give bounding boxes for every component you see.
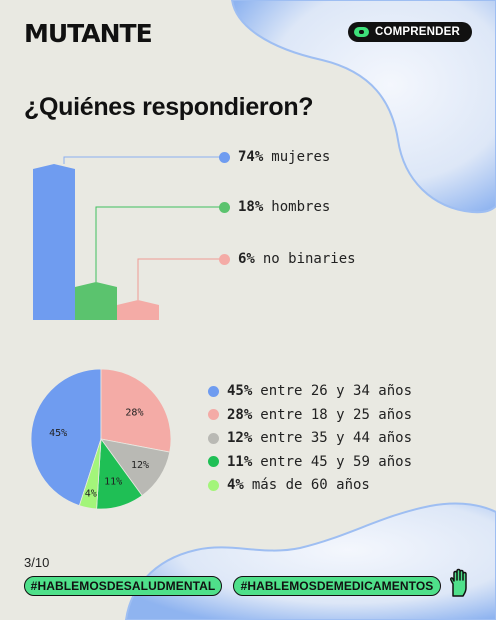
legend-pct: 45%	[227, 383, 253, 399]
gender-legend-item: 18% hombres	[219, 199, 330, 215]
legend-label: hombres	[271, 199, 331, 215]
tag-salud-mental[interactable]: #HABLEMOSDESALUDMENTAL	[24, 576, 222, 596]
legend-dot	[208, 432, 219, 444]
legend-dot	[219, 201, 230, 213]
legend-dot	[219, 253, 230, 265]
pie-data-label: 45%	[49, 428, 67, 439]
legend-label: mujeres	[271, 149, 331, 165]
bar-mujeres	[33, 164, 75, 320]
age-legend-item: 11% entre 45 y 59 años	[208, 454, 412, 470]
legend-label: entre 45 y 59 años	[260, 453, 413, 470]
bar-hombres	[75, 282, 117, 320]
legend-pct: 4%	[227, 477, 244, 493]
bar-connector	[137, 258, 225, 300]
age-legend-item: 12% entre 35 y 44 años	[208, 430, 412, 446]
pie-data-label: 4%	[85, 489, 97, 500]
gender-bar-chart	[33, 156, 225, 320]
legend-dot	[208, 409, 219, 420]
brand-logo: MUTANTE	[24, 19, 153, 48]
age-legend-item: 4% más de 60 años	[208, 477, 370, 493]
pie-data-label: 12%	[131, 460, 149, 471]
legend-label: entre 18 y 25 años	[260, 406, 413, 423]
age-legend-item: 45% entre 26 y 34 años	[208, 383, 412, 399]
legend-label: entre 26 y 34 años	[260, 383, 413, 399]
pie-data-label: 11%	[104, 477, 122, 488]
legend-dot	[208, 479, 219, 491]
pie-slice	[100, 368, 172, 453]
comprender-badge: COMPRENDER	[348, 22, 472, 42]
legend-pct: 6%	[238, 251, 255, 267]
legend-dot	[208, 456, 219, 467]
badge-label: COMPRENDER	[375, 26, 461, 38]
legend-label: más de 60 años	[251, 477, 370, 493]
gender-legend-item: 74% mujeres	[219, 149, 330, 165]
tag-medicamentos[interactable]: #HABLEMOSDEMEDICAMENTOS	[233, 576, 441, 596]
age-legend-item: 28% entre 18 y 25 años	[208, 407, 412, 423]
pill-icon	[354, 27, 369, 37]
bar-connector	[95, 206, 225, 283]
page-title: ¿Quiénes respondieron?	[24, 93, 314, 121]
bar-no-binaries	[117, 300, 159, 320]
pie-slice	[30, 368, 102, 507]
legend-pct: 74%	[238, 149, 264, 165]
age-pie-chart: 45% 28% 12% 11% 4%	[30, 368, 172, 510]
page-number: 3/10	[24, 555, 50, 570]
hand-icon	[450, 568, 467, 597]
pie-data-label: 28%	[125, 407, 143, 418]
bar-connector	[63, 156, 225, 164]
legend-pct: 18%	[238, 199, 264, 215]
legend-pct: 11%	[227, 453, 253, 470]
pie-slice	[78, 438, 102, 510]
legend-dot	[219, 151, 230, 163]
legend-pct: 28%	[227, 406, 253, 423]
legend-label: no binaries	[262, 251, 356, 267]
legend-pct: 12%	[227, 430, 253, 446]
legend-dot	[208, 385, 219, 397]
legend-label: entre 35 y 44 años	[260, 430, 413, 446]
gender-legend-item: 6% no binaries	[219, 251, 356, 267]
